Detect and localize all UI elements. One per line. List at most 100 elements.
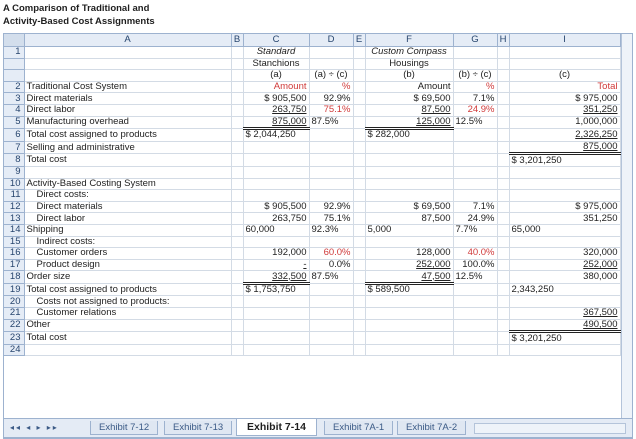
row-header[interactable]: 3: [4, 92, 25, 105]
cell-f[interactable]: Housings: [365, 58, 454, 71]
cell-h[interactable]: [497, 189, 510, 202]
cell-b[interactable]: [231, 81, 244, 94]
cell-d[interactable]: [309, 319, 354, 333]
column-header-g[interactable]: G: [453, 34, 498, 47]
cell-h[interactable]: [497, 247, 510, 260]
cell-c[interactable]: $ 1,753,750: [243, 283, 310, 297]
cell-d[interactable]: 0.0%: [309, 259, 354, 272]
cell-c[interactable]: [243, 153, 310, 167]
cell-i[interactable]: $ 975,000: [509, 201, 621, 214]
cell-f[interactable]: 47,500: [365, 270, 454, 285]
cell-h[interactable]: [497, 283, 510, 297]
cell-c[interactable]: $ 905,500: [243, 92, 310, 105]
cell-i[interactable]: 2,326,250: [509, 128, 621, 142]
cell-c[interactable]: (a): [243, 69, 310, 82]
cell-c[interactable]: [243, 166, 310, 179]
cell-h[interactable]: [497, 128, 510, 142]
cell-g[interactable]: [453, 153, 498, 167]
row-header[interactable]: [4, 69, 25, 82]
cell-d[interactable]: 75.1%: [309, 104, 354, 117]
cell-h[interactable]: [497, 344, 510, 357]
row-header[interactable]: 5: [4, 116, 25, 130]
row-header[interactable]: 17: [4, 259, 25, 272]
cell-i[interactable]: (c): [509, 69, 621, 82]
row-header[interactable]: 20: [4, 295, 25, 309]
cell-g[interactable]: 7.1%: [453, 201, 498, 214]
cell-b[interactable]: [231, 295, 244, 309]
cell-i[interactable]: $ 3,201,250: [509, 153, 621, 167]
cell-f[interactable]: $ 282,000: [365, 128, 454, 142]
cell-g[interactable]: [453, 128, 498, 142]
cell-d[interactable]: [309, 236, 354, 249]
row-header[interactable]: 7: [4, 141, 25, 155]
cell-a[interactable]: Product design: [24, 259, 232, 272]
cell-i[interactable]: 490,500: [509, 319, 621, 334]
cell-c[interactable]: Amount: [243, 81, 310, 94]
cell-c[interactable]: [243, 141, 310, 155]
cell-d[interactable]: 92.9%: [309, 201, 354, 214]
cell-e[interactable]: [353, 295, 366, 309]
cell-b[interactable]: [231, 116, 244, 130]
cell-g[interactable]: [453, 344, 498, 357]
vertical-scrollbar[interactable]: [621, 34, 632, 438]
cell-i[interactable]: 351,250: [509, 104, 621, 117]
cell-a[interactable]: Costs not assigned to products:: [24, 295, 232, 309]
cell-g[interactable]: [453, 295, 498, 309]
cell-f[interactable]: $ 69,500: [365, 201, 454, 214]
cell-d[interactable]: [309, 46, 354, 59]
cell-g[interactable]: [453, 319, 498, 333]
cell-i[interactable]: [509, 344, 621, 357]
cell-f[interactable]: [365, 331, 454, 345]
cell-a[interactable]: [24, 166, 232, 179]
cell-e[interactable]: [353, 319, 366, 333]
cell-f[interactable]: (b): [365, 69, 454, 82]
cell-i[interactable]: 252,000: [509, 259, 621, 272]
cell-i[interactable]: [509, 295, 621, 309]
cell-b[interactable]: [231, 344, 244, 357]
cell-e[interactable]: [353, 69, 366, 82]
cell-b[interactable]: [231, 259, 244, 272]
cell-b[interactable]: [231, 247, 244, 260]
cell-a[interactable]: Traditional Cost System: [24, 81, 232, 94]
cell-b[interactable]: [231, 319, 244, 333]
cell-b[interactable]: [231, 141, 244, 155]
horizontal-scrollbar[interactable]: [474, 423, 626, 434]
cell-d[interactable]: 75.1%: [309, 212, 354, 225]
cell-h[interactable]: [497, 224, 510, 237]
cell-f[interactable]: [365, 236, 454, 249]
cell-b[interactable]: [231, 104, 244, 117]
cell-e[interactable]: [353, 116, 366, 130]
cell-f[interactable]: [365, 189, 454, 202]
cell-a[interactable]: Direct materials: [24, 201, 232, 214]
cell-g[interactable]: 24.9%: [453, 104, 498, 117]
cell-h[interactable]: [497, 236, 510, 249]
row-header[interactable]: 14: [4, 224, 25, 237]
cell-d[interactable]: [309, 128, 354, 142]
cell-c[interactable]: Stanchions: [243, 58, 310, 71]
cell-h[interactable]: [497, 166, 510, 179]
cell-b[interactable]: [231, 58, 244, 71]
row-header[interactable]: 11: [4, 189, 25, 202]
cell-f[interactable]: [365, 344, 454, 357]
cell-f[interactable]: $ 589,500: [365, 283, 454, 297]
cell-b[interactable]: [231, 189, 244, 202]
cell-b[interactable]: [231, 128, 244, 142]
cell-b[interactable]: [231, 69, 244, 82]
row-header[interactable]: [4, 58, 25, 71]
cell-a[interactable]: Customer orders: [24, 247, 232, 260]
cell-i[interactable]: 875,000: [509, 141, 621, 156]
cell-h[interactable]: [497, 81, 510, 94]
cell-e[interactable]: [353, 307, 366, 320]
cell-b[interactable]: [231, 92, 244, 105]
cell-g[interactable]: [453, 189, 498, 202]
cell-d[interactable]: [309, 153, 354, 167]
cell-c[interactable]: 263,750: [243, 104, 310, 117]
cell-b[interactable]: [231, 331, 244, 345]
cell-c[interactable]: $ 2,044,250: [243, 128, 310, 142]
cell-e[interactable]: [353, 283, 366, 297]
cell-f[interactable]: 128,000: [365, 247, 454, 260]
cell-c[interactable]: 263,750: [243, 212, 310, 225]
cell-i[interactable]: 2,343,250: [509, 283, 621, 297]
cell-g[interactable]: [453, 307, 498, 320]
cell-d[interactable]: [309, 58, 354, 71]
